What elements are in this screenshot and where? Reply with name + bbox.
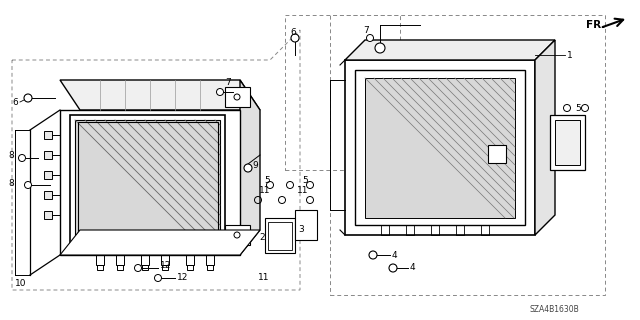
Bar [96,255,104,265]
Polygon shape [75,120,220,245]
Polygon shape [60,80,260,110]
Bar [44,171,52,179]
Text: 6: 6 [12,98,18,107]
Ellipse shape [367,35,374,42]
Text: 4: 4 [410,263,415,273]
Polygon shape [60,230,260,255]
Text: 7: 7 [225,77,231,86]
Polygon shape [345,60,535,235]
Bar [116,255,124,265]
Ellipse shape [375,43,385,53]
Text: 10: 10 [15,278,26,287]
Text: 5: 5 [575,103,580,113]
Bar [456,225,464,235]
Bar [186,255,194,265]
Bar [44,191,52,199]
Text: 7: 7 [363,26,369,35]
Bar [162,265,168,270]
Bar [265,218,295,253]
Text: 8: 8 [8,150,13,159]
Ellipse shape [291,34,299,42]
Ellipse shape [154,275,161,282]
Ellipse shape [389,264,397,272]
Bar [550,115,585,170]
Bar [285,15,400,170]
Polygon shape [535,40,555,235]
Bar [44,151,52,159]
Text: 5: 5 [264,175,270,185]
Bar [330,15,605,295]
Text: 4: 4 [392,251,397,260]
Bar [44,131,52,139]
Bar [97,265,103,270]
Ellipse shape [563,105,570,111]
Bar [268,222,292,250]
Ellipse shape [24,94,32,102]
Bar [555,120,580,165]
Ellipse shape [134,265,141,271]
Bar [161,255,169,265]
Bar [141,255,149,265]
Bar [225,87,250,107]
Text: 1: 1 [567,51,573,60]
Text: 5: 5 [302,175,308,185]
Text: FR.: FR. [586,20,605,30]
Bar [187,265,193,270]
Ellipse shape [582,105,589,111]
Bar [142,265,148,270]
Bar [431,225,439,235]
Text: 2: 2 [259,233,265,242]
Text: 12: 12 [160,260,172,269]
Bar [488,145,506,163]
Bar [225,225,250,245]
Text: 9: 9 [252,161,258,170]
Bar [117,265,123,270]
Text: 8: 8 [8,179,13,188]
Ellipse shape [24,181,31,188]
Polygon shape [365,78,515,218]
Polygon shape [240,80,260,255]
Text: 12: 12 [177,274,188,283]
Bar [481,225,489,235]
Ellipse shape [369,251,377,259]
Bar [295,210,317,240]
Text: 11: 11 [259,186,270,195]
Ellipse shape [244,164,252,172]
Text: 11: 11 [258,274,269,283]
Polygon shape [345,40,555,60]
Bar [381,225,389,235]
Bar [207,265,213,270]
Text: 11: 11 [296,186,308,195]
Ellipse shape [19,155,26,162]
Bar [44,211,52,219]
Text: 6: 6 [290,28,296,36]
Bar [406,225,414,235]
Text: 3: 3 [298,226,304,235]
Bar [206,255,214,265]
Polygon shape [60,110,240,255]
Ellipse shape [216,89,223,95]
Text: SZA4B1630B: SZA4B1630B [530,306,580,315]
